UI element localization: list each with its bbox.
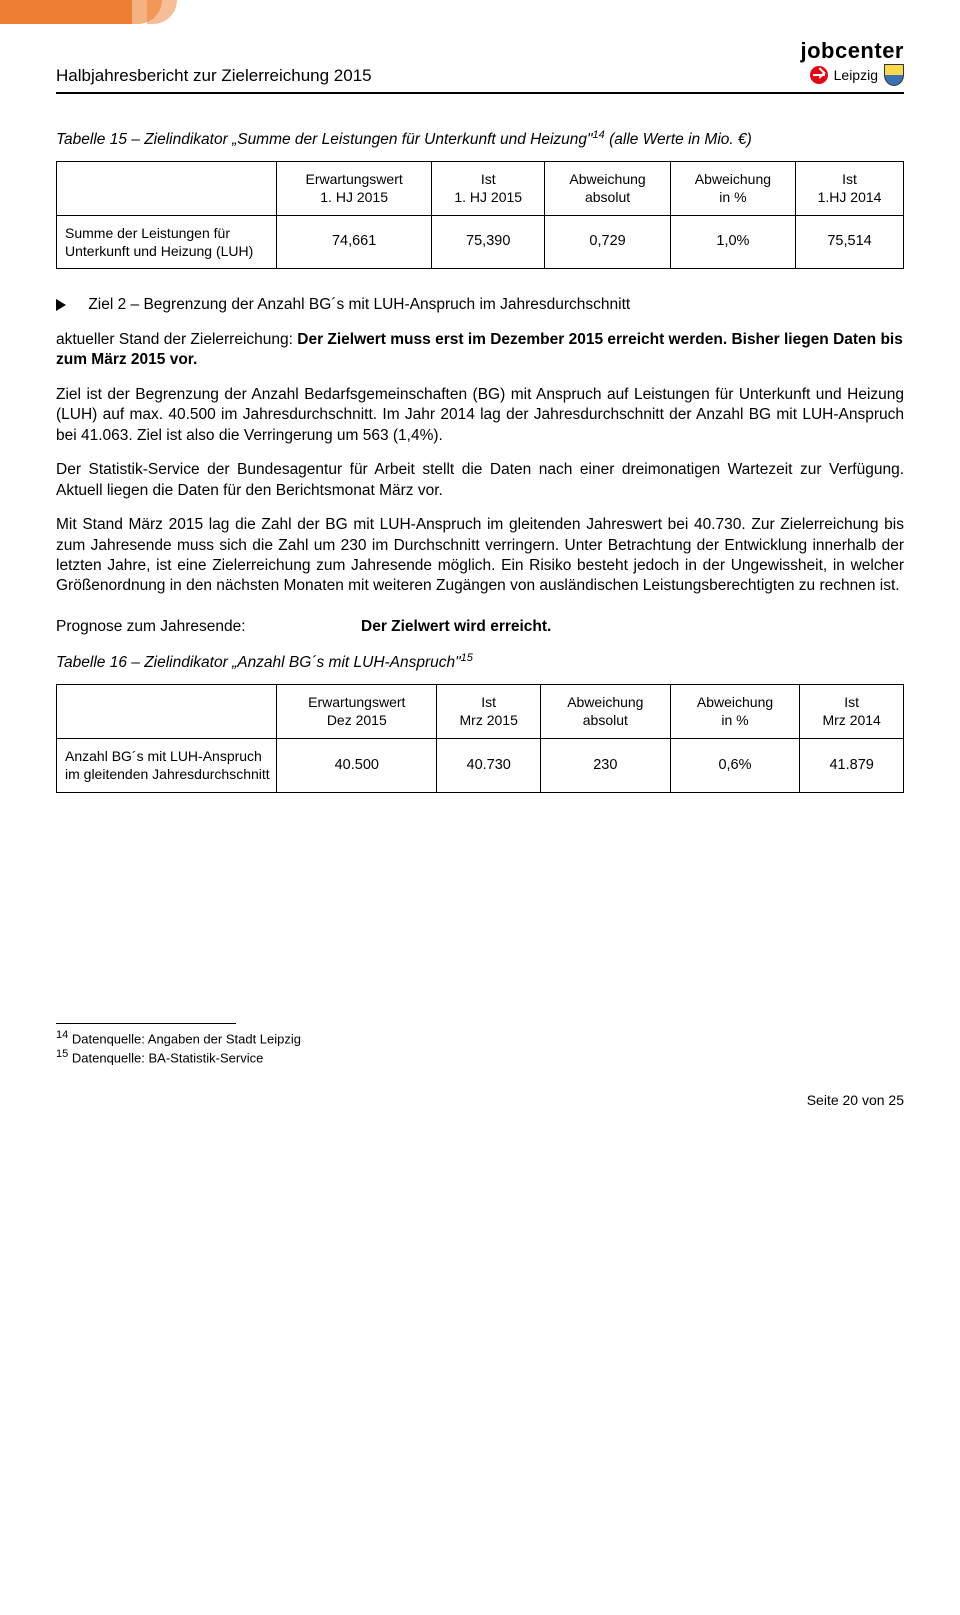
col-erwartung: Erwartungswert Dez 2015 — [277, 684, 437, 738]
col-ist-vj: Ist 1.HJ 2014 — [796, 161, 904, 215]
page-number: Seite 20 von 25 — [56, 1091, 904, 1109]
table16: Erwartungswert Dez 2015 Ist Mrz 2015 Abw… — [56, 684, 904, 793]
table15: Erwartungswert 1. HJ 2015 Ist 1. HJ 2015… — [56, 161, 904, 270]
table16-caption: Tabelle 16 – Zielindikator „Anzahl BG´s … — [56, 651, 904, 674]
ziel2-heading: Ziel 2 – Begrenzung der Anzahl BG´s mit … — [56, 295, 904, 315]
report-title: Halbjahresbericht zur Zielerreichung 201… — [56, 66, 372, 86]
col-ist-vj: Ist Mrz 2014 — [800, 684, 904, 738]
row-label: Summe der Leistungen für Unterkunft und … — [57, 215, 277, 269]
prognose-value: Der Zielwert wird erreicht. — [361, 617, 551, 637]
cell: 1,0% — [670, 215, 795, 269]
aktueller-stand: aktueller Stand der Zielerreichung: Der … — [56, 330, 904, 371]
cell: 0,729 — [545, 215, 670, 269]
footnote-15: 15 Datenquelle: BA-Statistik-Service — [56, 1047, 904, 1066]
top-decorative-stripe — [0, 0, 960, 32]
row-label: Anzahl BG´s mit LUH-Anspruch im gleitend… — [57, 738, 277, 792]
col-abw-pct: Abweichung in % — [670, 684, 800, 738]
body-paragraph: Mit Stand März 2015 lag die Zahl der BG … — [56, 515, 904, 597]
footnotes: 14 Datenquelle: Angaben der Stadt Leipzi… — [56, 1023, 904, 1067]
cell: 40.500 — [277, 738, 437, 792]
leipzig-crest-icon — [884, 64, 904, 86]
cell: 0,6% — [670, 738, 800, 792]
table15-caption: Tabelle 15 – Zielindikator „Summe der Le… — [56, 128, 904, 151]
brand-city: Leipzig — [834, 67, 878, 83]
stand-label: aktueller Stand der Zielerreichung: — [56, 331, 293, 348]
col-abw-abs: Abweichung absolut — [545, 161, 670, 215]
bullet-arrow-icon — [56, 299, 66, 311]
cell: 40.730 — [437, 738, 541, 792]
table-row: Summe der Leistungen für Unterkunft und … — [57, 215, 904, 269]
col-erwartung: Erwartungswert 1. HJ 2015 — [277, 161, 432, 215]
col-abw-pct: Abweichung in % — [670, 161, 795, 215]
prognose-line: Prognose zum Jahresende: Der Zielwert wi… — [56, 617, 904, 637]
cell: 75,390 — [432, 215, 545, 269]
body-paragraph: Der Statistik-Service der Bundesagentur … — [56, 460, 904, 501]
col-abw-abs: Abweichung absolut — [541, 684, 671, 738]
footnote-14: 14 Datenquelle: Angaben der Stadt Leipzi… — [56, 1028, 904, 1047]
brand-block: jobcenter Leipzig — [800, 38, 904, 86]
prognose-label: Prognose zum Jahresende: — [56, 617, 361, 637]
table-header-row: Erwartungswert Dez 2015 Ist Mrz 2015 Abw… — [57, 684, 904, 738]
cell: 75,514 — [796, 215, 904, 269]
cell: 41.879 — [800, 738, 904, 792]
brand-name: jobcenter — [800, 38, 904, 64]
table-header-row: Erwartungswert 1. HJ 2015 Ist 1. HJ 2015… — [57, 161, 904, 215]
body-paragraph: Ziel ist der Begrenzung der Anzahl Bedar… — [56, 385, 904, 446]
footnote-rule — [56, 1023, 236, 1024]
cell: 230 — [541, 738, 671, 792]
col-ist: Ist 1. HJ 2015 — [432, 161, 545, 215]
col-ist: Ist Mrz 2015 — [437, 684, 541, 738]
table-row: Anzahl BG´s mit LUH-Anspruch im gleitend… — [57, 738, 904, 792]
ba-logo-icon — [810, 66, 828, 84]
cell: 74,661 — [277, 215, 432, 269]
